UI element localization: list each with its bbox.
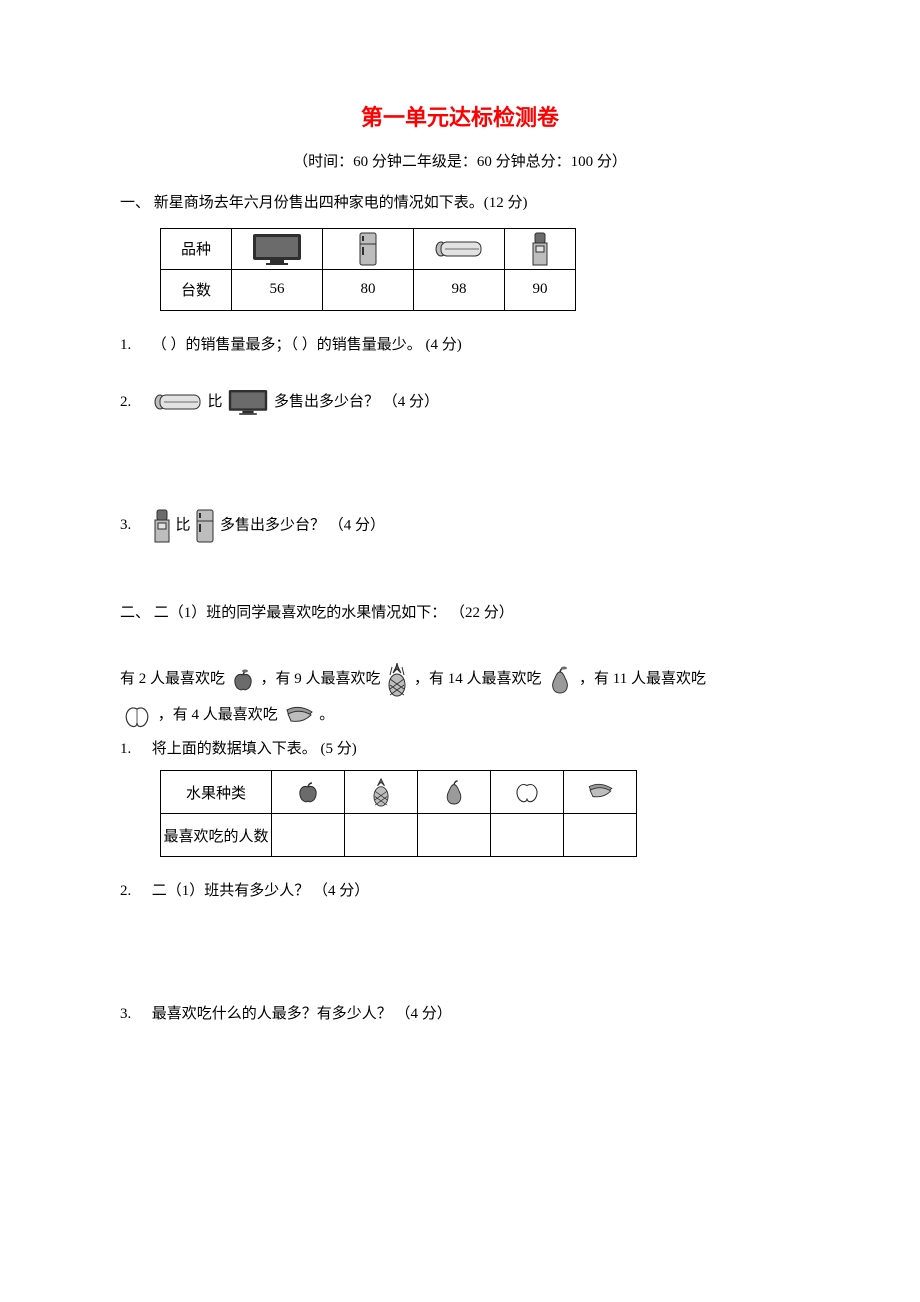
row-label: 最喜欢吃的人数 [161, 814, 272, 857]
appliance-table: 品种 [160, 228, 576, 311]
page-title: 第一单元达标检测卷 [120, 100, 800, 132]
fruit-sentence: 有 2 人最喜欢吃 ，有 9 人最喜欢吃 ，有 14 人最喜欢吃 [120, 661, 800, 733]
q-number: 3. [120, 509, 148, 542]
q-text: 二（1）班共有多少人？ （4 分） [152, 883, 370, 899]
s2-q1: 1. 将上面的数据填入下表。 (5 分) [120, 733, 800, 766]
cell-apple-icon [272, 771, 345, 814]
q-text: 将上面的数据填入下表。 [152, 741, 317, 757]
section2-heading: 二、 二（1）班的同学最喜欢吃的水果情况如下： （22 分） [120, 599, 800, 628]
banana-icon [586, 783, 614, 801]
tv-icon [252, 233, 302, 265]
table-row: 水果种类 [161, 771, 637, 814]
cell-value: 98 [414, 269, 505, 310]
cell-value: 90 [505, 269, 576, 310]
table-row: 品种 [161, 228, 576, 269]
fruit-table: 水果种类 [160, 770, 637, 857]
cell-pear-icon [418, 771, 491, 814]
water-dispenser-icon [154, 509, 170, 543]
s2-q2: 2. 二（1）班共有多少人？ （4 分） [120, 875, 800, 908]
blank-cell [564, 814, 637, 857]
ac-icon [154, 393, 202, 411]
section1-heading: 一、 新星商场去年六月份售出四种家电的情况如下表。(12 分) [120, 189, 800, 218]
q-number: 2. [120, 386, 148, 419]
row-label: 台数 [161, 269, 232, 310]
q-text: 多售出多少台？ （4 分） [274, 394, 439, 410]
peach-icon [513, 780, 541, 804]
pear-icon [442, 779, 466, 805]
blank-cell [345, 814, 418, 857]
q-text: 比 [176, 517, 191, 533]
table-row: 最喜欢吃的人数 [161, 814, 637, 857]
text-part: 。 [319, 707, 334, 723]
tv-icon [228, 389, 268, 415]
peach-icon [122, 703, 152, 729]
banana-icon [284, 706, 314, 726]
pineapple-icon [371, 777, 391, 807]
cell-value: 56 [232, 269, 323, 310]
q-number: 1. [120, 329, 148, 362]
text-part: ，有 4 人最喜欢吃 [158, 707, 278, 723]
cell-dispenser-icon [505, 228, 576, 269]
water-dispenser-icon [532, 232, 548, 266]
q-text: 比 [208, 394, 223, 410]
blank-cell [491, 814, 564, 857]
s2-q3: 3. 最喜欢吃什么的人最多？有多少人？ （4 分） [120, 998, 800, 1031]
apple-icon [231, 668, 255, 692]
fridge-icon [196, 509, 214, 543]
q-points: (5 分) [321, 741, 357, 757]
table-row: 台数 56 80 98 90 [161, 269, 576, 310]
cell-tv-icon [232, 228, 323, 269]
q-text: （ ）的销售量最多；（ ）的销售量最少。 [152, 337, 422, 353]
text-part: ，有 14 人最喜欢吃 [414, 671, 542, 687]
q-text: 最喜欢吃什么的人最多？有多少人？ （4 分） [152, 1006, 452, 1022]
text-part: ，有 9 人最喜欢吃 [261, 671, 381, 687]
q-number: 2. [120, 875, 148, 908]
cell-ac-icon [414, 228, 505, 269]
pineapple-icon [386, 663, 408, 697]
s1-q2: 2. 比 多售出多少台？ （4 分） [120, 386, 800, 419]
text-part: 有 2 人最喜欢吃 [120, 671, 225, 687]
apple-icon [296, 780, 320, 804]
q-number: 1. [120, 733, 148, 766]
row-label: 品种 [161, 228, 232, 269]
cell-peach-icon [491, 771, 564, 814]
cell-banana-icon [564, 771, 637, 814]
ac-icon [435, 240, 483, 258]
blank-cell [272, 814, 345, 857]
q-points: (4 分) [426, 337, 462, 353]
q-text: 多售出多少台？ （4 分） [220, 517, 385, 533]
blank-cell [418, 814, 491, 857]
fridge-icon [359, 232, 377, 266]
s1-q3: 3. 比 多售出多少台？ （4 分） [120, 509, 800, 543]
cell-fridge-icon [323, 228, 414, 269]
pear-icon [547, 666, 573, 694]
cell-pineapple-icon [345, 771, 418, 814]
cell-value: 80 [323, 269, 414, 310]
row-label: 水果种类 [161, 771, 272, 814]
s1-q1: 1. （ ）的销售量最多；（ ）的销售量最少。 (4 分) [120, 329, 800, 362]
q-number: 3. [120, 998, 148, 1031]
text-part: ，有 11 人最喜欢吃 [579, 671, 706, 687]
exam-page: 第一单元达标检测卷 （时间：60 分钟二年级是：60 分钟总分：100 分） 一… [0, 0, 920, 1302]
page-subtitle: （时间：60 分钟二年级是：60 分钟总分：100 分） [120, 150, 800, 171]
